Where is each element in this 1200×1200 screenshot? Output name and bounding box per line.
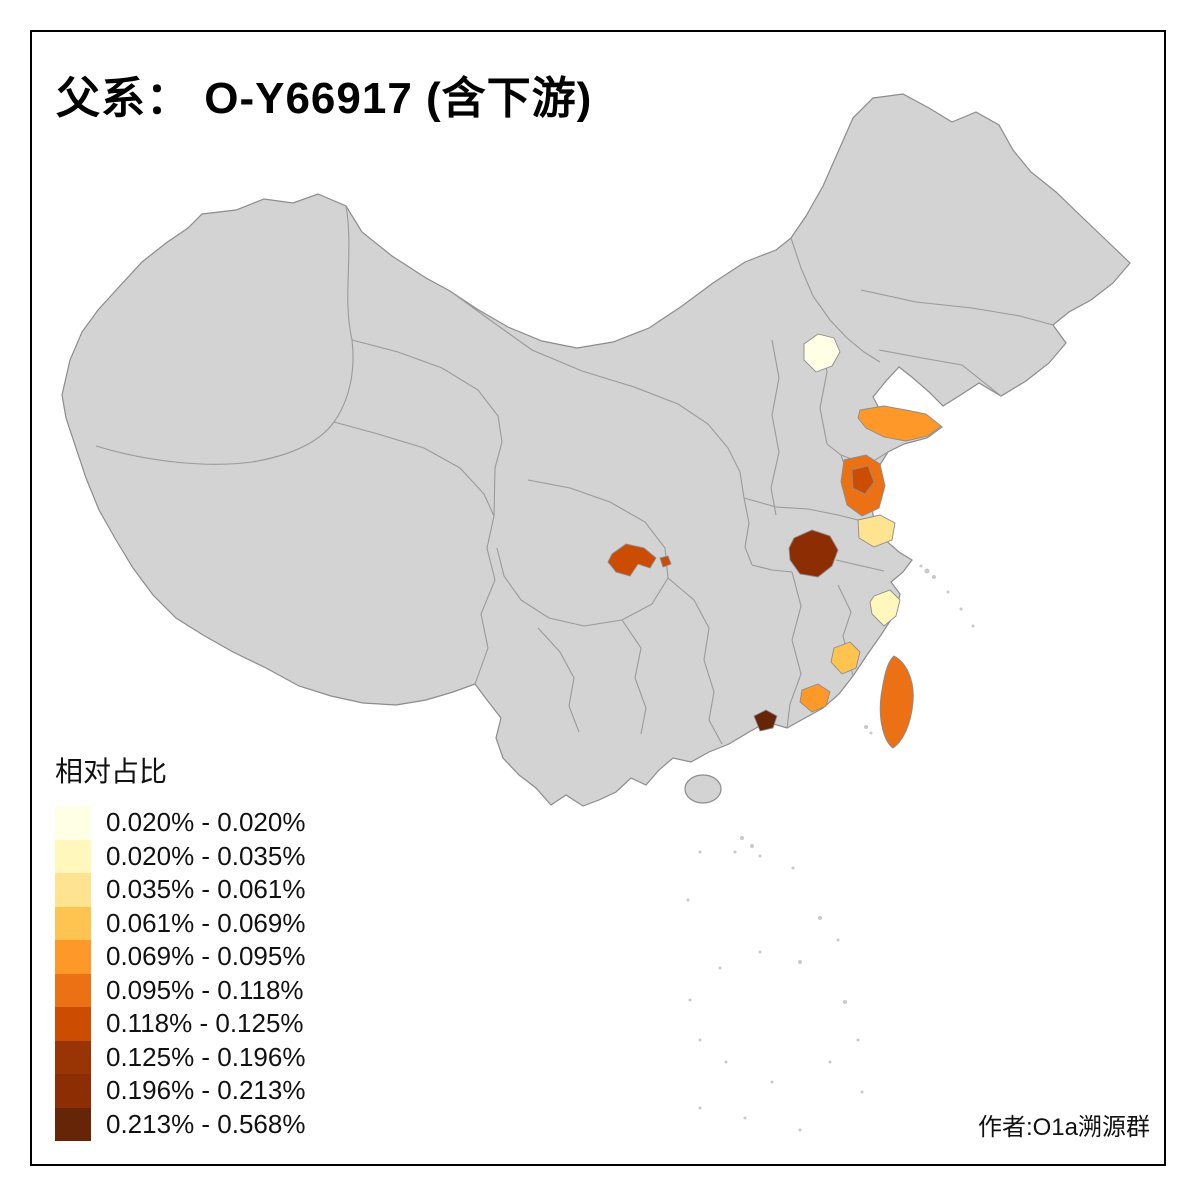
legend-item: 0.069% - 0.095% [55, 940, 305, 974]
legend-label: 0.035% - 0.061% [106, 874, 306, 905]
page-title: 父系： O-Y66917 (含下游) [56, 74, 593, 123]
legend-label: 0.125% - 0.196% [106, 1041, 306, 1072]
legend: 相对占比 0.020% - 0.020% 0.020% - 0.035% 0.0… [55, 750, 305, 1141]
legend-item: 0.213% - 0.568% [55, 1107, 306, 1141]
legend-item: 0.020% - 0.035% [55, 839, 306, 873]
legend-item: 0.125% - 0.196% [55, 1040, 306, 1074]
small-islands [686, 564, 975, 1132]
hainan-island [684, 774, 722, 804]
legend-title: 相对占比 [55, 756, 168, 787]
region-shandong-peninsula [857, 405, 942, 442]
region-chongqing [607, 543, 657, 577]
legend-swatch [55, 806, 91, 840]
author-credit: 作者:O1a溯源群 [977, 1114, 1150, 1141]
region-taiwan [879, 655, 914, 749]
legend-swatch [55, 973, 91, 1007]
region-chongqing-east-dot [659, 555, 672, 568]
legend-swatch [55, 1074, 91, 1108]
legend-label: 0.061% - 0.069% [106, 907, 306, 938]
legend-swatch [55, 906, 91, 940]
legend-item: 0.095% - 0.118% [55, 973, 305, 1007]
legend-item: 0.020% - 0.020% [55, 806, 305, 840]
legend-label: 0.020% - 0.035% [106, 840, 306, 871]
legend-swatch [55, 1040, 91, 1074]
legend-item: 0.061% - 0.069% [55, 906, 306, 940]
legend-item: 0.196% - 0.213% [55, 1074, 305, 1108]
legend-item: 0.118% - 0.125% [55, 1007, 305, 1041]
china-outline [61, 93, 1131, 807]
region-fujian-coast [830, 641, 861, 675]
region-anhui-hubei [788, 529, 839, 578]
region-central-jiangsu [857, 514, 896, 548]
legend-label: 0.095% - 0.118% [106, 974, 304, 1005]
region-pearl-delta [753, 709, 778, 732]
region-beijing-area [803, 333, 841, 373]
legend-swatch [55, 1007, 91, 1041]
region-north-jiangsu-core [851, 465, 875, 495]
legend-label: 0.069% - 0.095% [106, 941, 306, 972]
legend-label: 0.213% - 0.568% [106, 1108, 306, 1139]
legend-swatch [55, 839, 91, 873]
highlight-regions [607, 333, 942, 749]
legend-label: 0.020% - 0.020% [106, 807, 306, 838]
legend-swatch [55, 1107, 91, 1141]
legend-label: 0.196% - 0.213% [106, 1075, 306, 1106]
legend-item: 0.035% - 0.061% [55, 873, 305, 907]
legend-label: 0.118% - 0.125% [106, 1008, 304, 1039]
legend-swatch [55, 940, 91, 974]
region-east-guangdong [799, 683, 831, 713]
region-zhejiang-coast [869, 589, 901, 627]
legend-swatch [55, 873, 91, 907]
